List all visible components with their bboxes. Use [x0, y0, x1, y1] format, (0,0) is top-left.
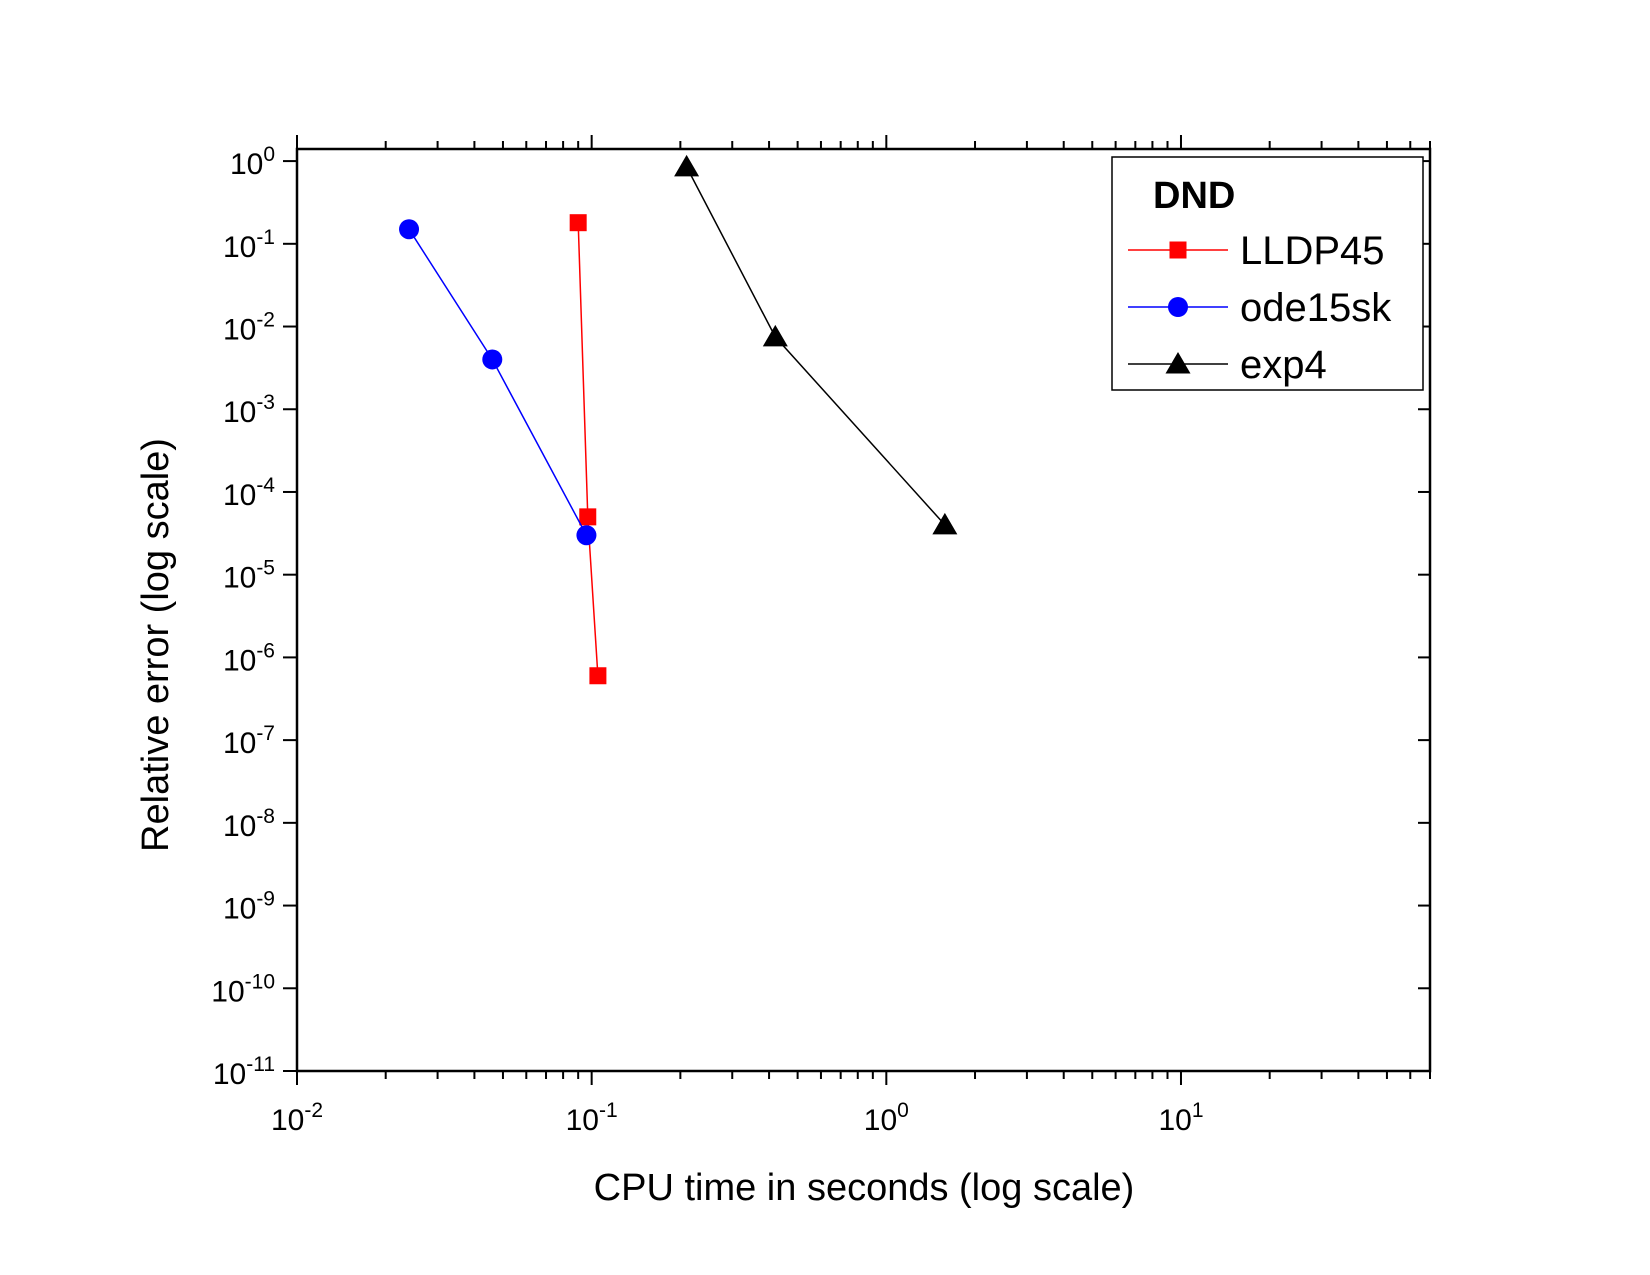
y-axis-tick-labels: 100 10-1 10-2 10-3 10-4 10-5 10-6 10-7 10-8 10-9 1… — [211, 143, 275, 1091]
data-point — [762, 324, 788, 347]
data-point — [579, 508, 597, 526]
x-tick-label: 10-2 — [271, 1099, 323, 1137]
legend-label: exp4 — [1240, 343, 1327, 387]
data-point — [589, 667, 607, 685]
y-tick-label: 10-2 — [223, 309, 275, 347]
y-tick-label: 10-10 — [211, 970, 275, 1008]
series-lldp45 — [569, 214, 607, 685]
legend: DND LLDP45 ode15sk exp4 — [1111, 156, 1424, 391]
y-tick-label: 10-4 — [223, 474, 275, 512]
x-axis-tick-labels: 10-2 10-1 100 101 — [271, 1099, 1204, 1137]
y-tick-label: 100 — [230, 143, 275, 181]
data-point — [674, 154, 700, 177]
y-tick-label: 10-7 — [223, 722, 275, 760]
data-point — [932, 512, 958, 535]
y-tick-label: 10-1 — [223, 226, 275, 264]
y-tick-label: 10-6 — [223, 639, 275, 677]
y-tick-label: 10-5 — [223, 557, 275, 595]
data-point — [569, 214, 587, 232]
legend-label: LLDP45 — [1240, 229, 1385, 273]
x-tick-label: 10-1 — [566, 1099, 618, 1137]
data-point — [576, 525, 597, 546]
x-tick-label: 101 — [1158, 1099, 1203, 1137]
legend-entry: exp4 — [1128, 343, 1327, 387]
y-tick-label: 10-3 — [223, 391, 275, 429]
series-exp4 — [674, 154, 958, 535]
legend-label: ode15sk — [1240, 286, 1392, 330]
series-line — [408, 228, 588, 536]
legend-box — [1111, 156, 1424, 391]
y-tick-label: 10-11 — [213, 1053, 275, 1091]
x-tick-label: 100 — [864, 1099, 909, 1137]
y-tick-label: 10-8 — [223, 805, 275, 843]
legend-marker — [1165, 352, 1191, 374]
x-axis-title: CPU time in seconds (log scale) — [594, 1167, 1135, 1209]
data-point — [482, 349, 503, 370]
y-axis-title: Relative error (log scale) — [135, 438, 177, 852]
legend-title: DND — [1153, 175, 1235, 217]
series-line — [577, 222, 599, 676]
y-tick-label: 10-9 — [223, 888, 275, 926]
series-layer — [399, 154, 958, 685]
series-ode15sk — [399, 219, 597, 546]
legend-entry: LLDP45 — [1128, 229, 1385, 273]
legend-marker — [1168, 297, 1188, 317]
x-axis-ticks — [296, 135, 1431, 1085]
legend-entry: ode15sk — [1128, 286, 1392, 330]
series-line — [685, 166, 946, 526]
plot-frame — [295, 147, 1432, 1073]
data-point — [399, 219, 420, 240]
legend-entries: LLDP45 ode15sk exp4 — [1128, 229, 1392, 387]
legend-marker — [1169, 241, 1187, 259]
